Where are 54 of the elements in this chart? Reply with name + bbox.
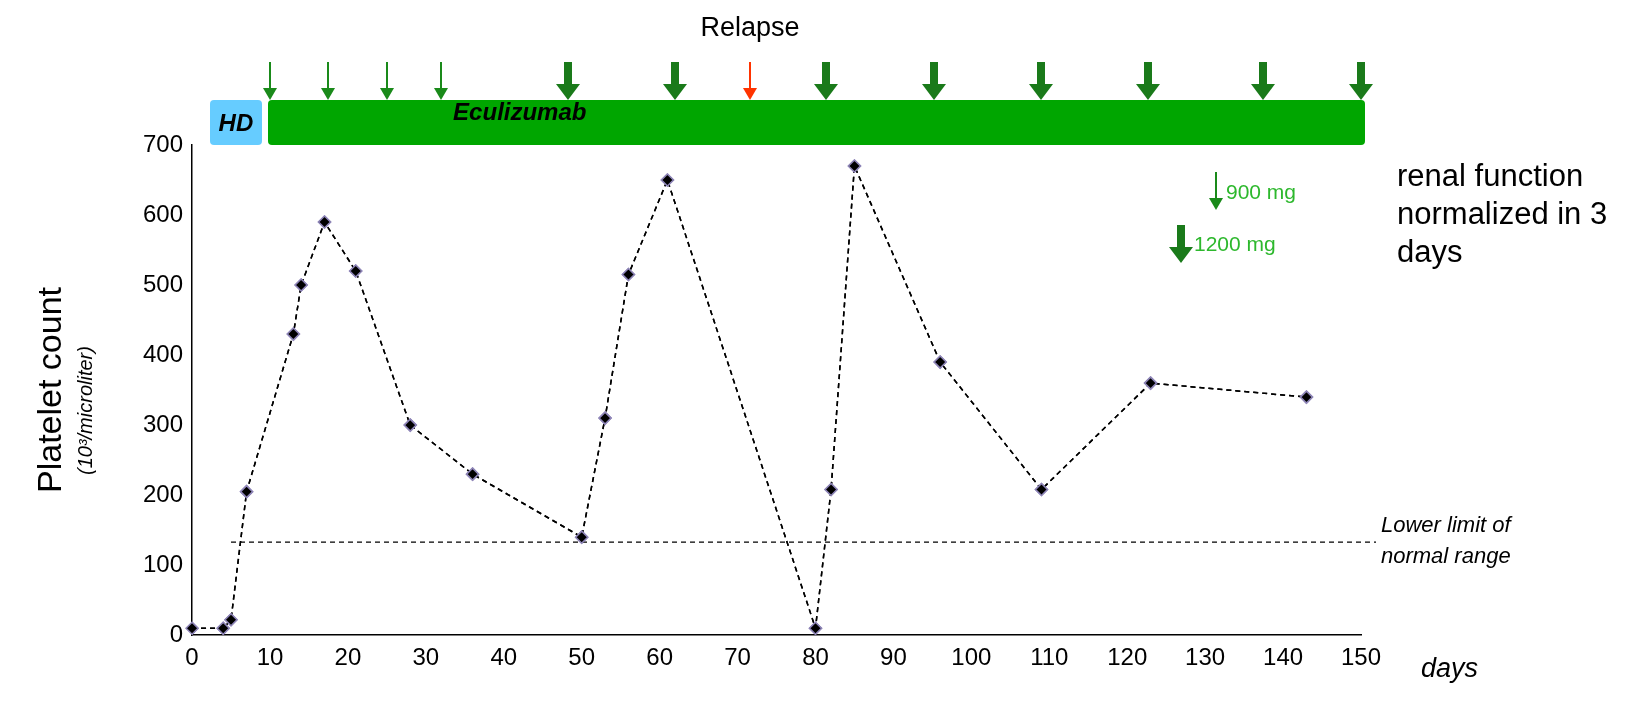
text: HD [218,109,254,137]
x-tick-label: 10 [256,643,284,671]
annotation: 900 mg [1226,180,1297,204]
text: Eculizumab [453,98,587,126]
x-tick-label: 100 [951,643,992,671]
y-tick-label: 0 [169,619,184,647]
point [239,484,254,499]
point [224,613,238,627]
x-tick-label: 90 [880,643,907,671]
y-tick-label: 300 [143,409,184,437]
y-tick-label: 100 [143,549,184,577]
y-axis-title: Platelet count [30,287,69,494]
y-tick-label: 200 [143,479,184,507]
x-tick-label: 130 [1185,643,1226,671]
point [348,264,363,278]
x-axis-title: days [1421,653,1479,685]
point [294,278,308,292]
point [808,621,823,635]
text: renal function normalized in 3 days [1397,157,1609,271]
point [1143,376,1158,390]
point [847,159,862,173]
point [317,215,332,229]
x-tick-label: 60 [646,643,673,671]
x-tick-label: 70 [724,643,751,671]
y-tick-label: 600 [143,199,184,227]
x-tick-label: 80 [802,643,829,671]
point [598,411,612,425]
y-tick-label: 400 [143,339,184,367]
text: Relapse [700,12,800,43]
y-tick-label: 500 [143,269,184,297]
point [403,418,417,432]
x-tick-label: 30 [412,643,440,671]
ref-line-label: Lower limit of normal range [1381,511,1514,571]
text: (10³/microliter) [74,345,97,475]
x-tick-label: 120 [1107,643,1148,671]
x-tick-label: 110 [1030,643,1069,671]
x-tick-label: 20 [334,643,362,671]
point [216,621,230,635]
point [824,482,838,497]
point [286,327,301,341]
point [574,530,589,544]
x-tick-label: 50 [568,643,596,671]
point [465,467,480,481]
x-tick-label: 40 [490,643,518,671]
x-tick-label: 140 [1263,643,1304,671]
x-tick-label: 150 [1340,643,1382,671]
point [1034,482,1049,497]
y-tick-label: 700 [143,129,184,157]
point [660,173,675,187]
point [933,355,947,369]
point [621,267,636,282]
point [185,621,199,635]
annotation: 1200 mg [1194,232,1276,256]
point [1299,390,1314,404]
